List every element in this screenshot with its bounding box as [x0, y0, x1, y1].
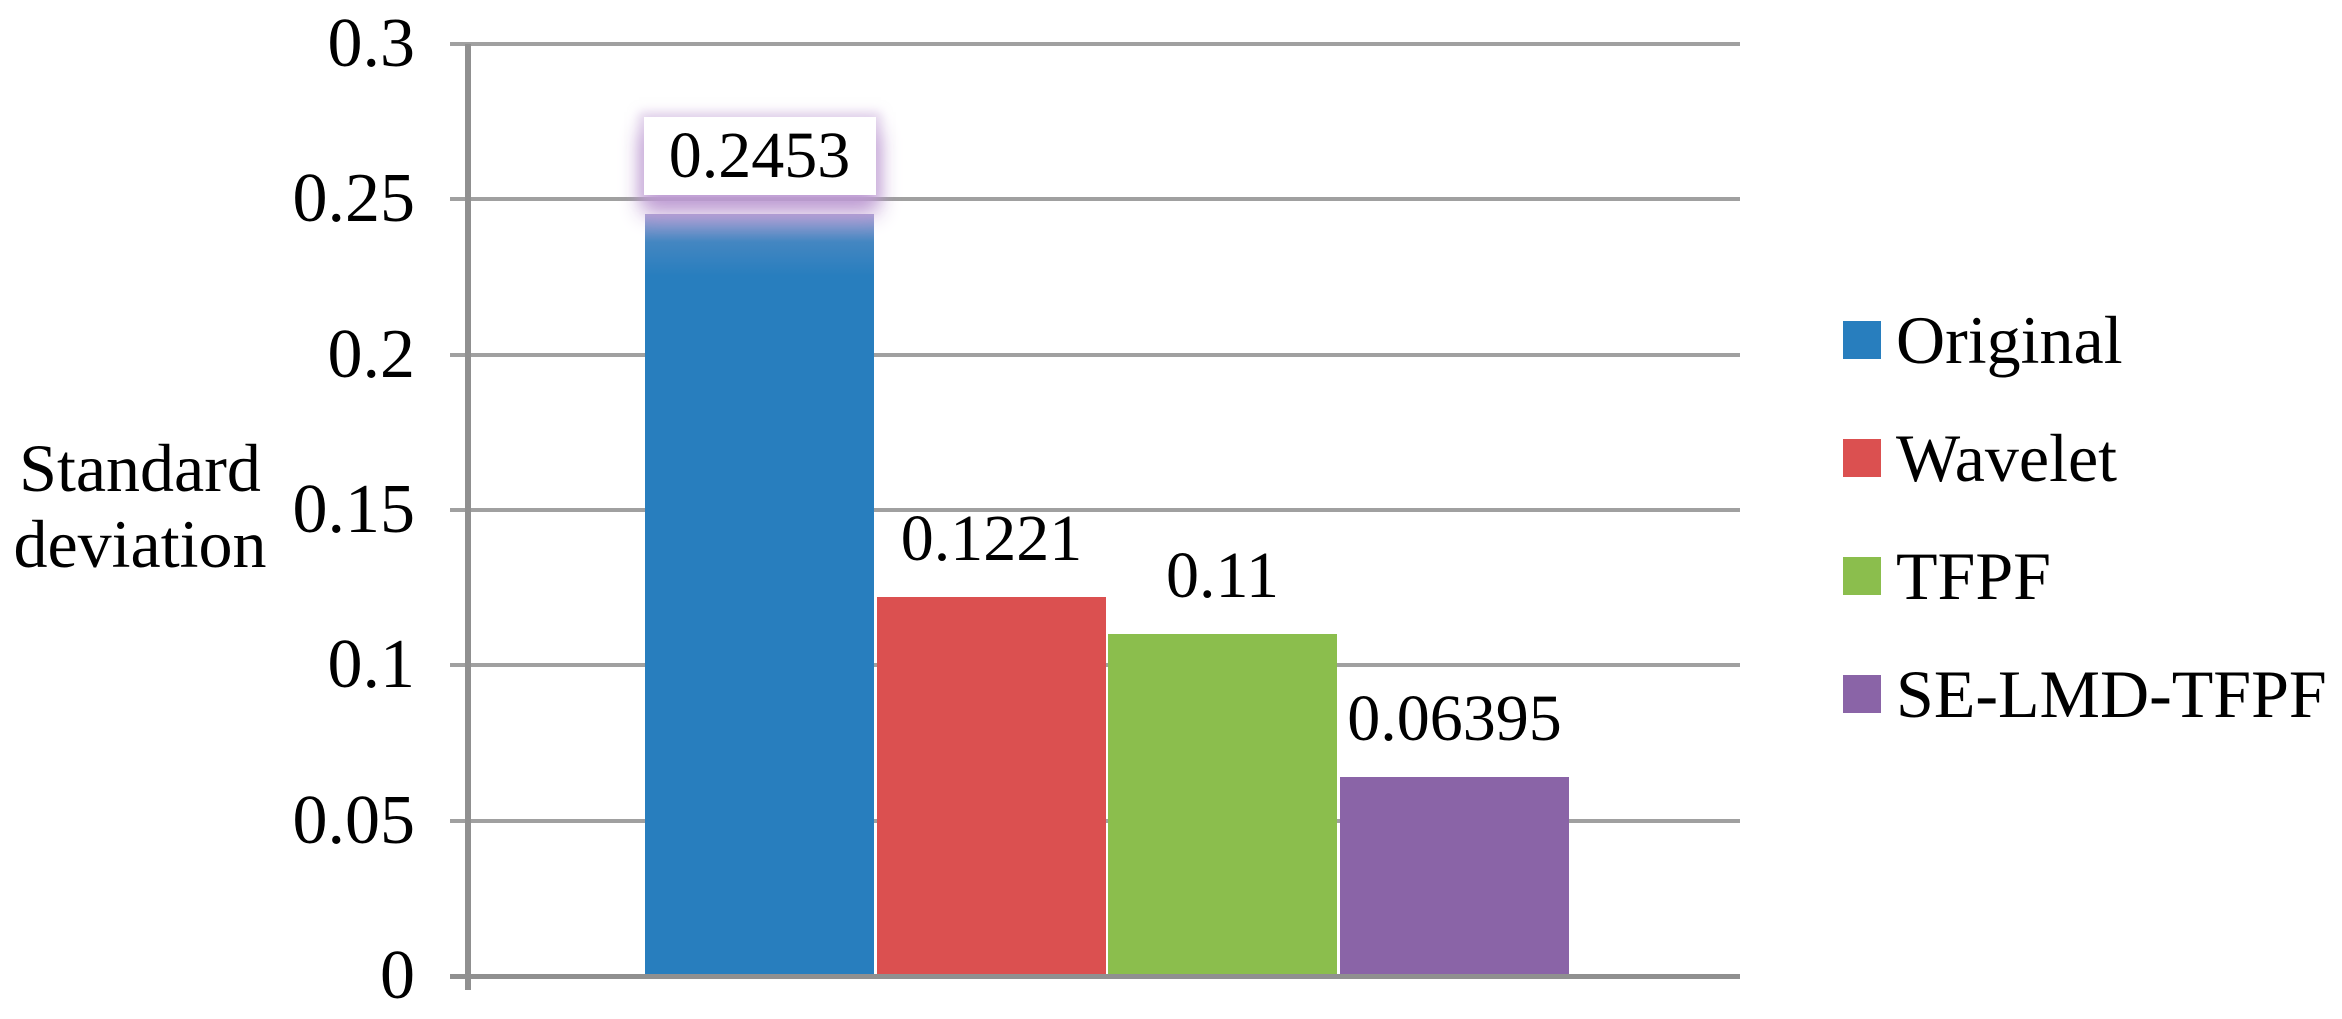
gridline-0.2 — [450, 352, 1740, 357]
gridline-0.3 — [450, 42, 1740, 46]
legend-label-wavelet: Wavelet — [1896, 420, 2118, 496]
bar-tfpf — [1108, 634, 1337, 976]
legend-swatch-original — [1843, 321, 1881, 359]
x-axis-line — [450, 974, 1740, 979]
legend-item-tfpf: TFPF — [1843, 542, 2051, 610]
y-tick-label-0: 0 — [380, 937, 415, 1014]
bar-se-lmd-tfpf — [1340, 777, 1569, 976]
bar-original — [645, 213, 874, 976]
y-tick-label-0.05: 0.05 — [292, 781, 416, 859]
gridline-0.15 — [450, 508, 1740, 512]
y-tick-label-0.2: 0.2 — [327, 315, 416, 393]
y-axis-line — [465, 44, 471, 990]
value-label-tfpf: 0.11 — [1165, 539, 1280, 613]
y-tick-label-0.3: 0.3 — [327, 5, 416, 82]
y-tick-label-0.15: 0.15 — [292, 471, 416, 548]
legend-label-original: Original — [1896, 302, 2123, 378]
bar-wavelet — [877, 596, 1106, 976]
legend-item-original: Original — [1843, 306, 2123, 374]
gridline-0.25 — [450, 197, 1740, 202]
value-label-original: 0.2453 — [643, 116, 876, 195]
y-axis-title-line2: deviation — [13, 506, 267, 582]
y-axis-title: Standard deviation — [5, 430, 275, 582]
value-label-se-lmd-tfpf: 0.06395 — [1347, 682, 1562, 756]
legend-swatch-tfpf — [1843, 557, 1881, 595]
legend-item-se-lmd-tfpf: SE-LMD-TFPF — [1843, 660, 2327, 728]
value-label-wavelet: 0.1221 — [900, 501, 1083, 575]
legend-label-tfpf: TFPF — [1896, 538, 2051, 614]
y-axis-title-line1: Standard — [19, 430, 261, 506]
legend-swatch-se-lmd-tfpf — [1843, 675, 1881, 713]
legend-swatch-wavelet — [1843, 439, 1881, 477]
bar-top-glow — [645, 213, 874, 276]
legend-item-wavelet: Wavelet — [1843, 424, 2117, 492]
y-tick-label-0.25: 0.25 — [292, 160, 416, 238]
legend-label-se-lmd-tfpf: SE-LMD-TFPF — [1896, 656, 2327, 732]
y-tick-label-0.1: 0.1 — [327, 626, 416, 704]
